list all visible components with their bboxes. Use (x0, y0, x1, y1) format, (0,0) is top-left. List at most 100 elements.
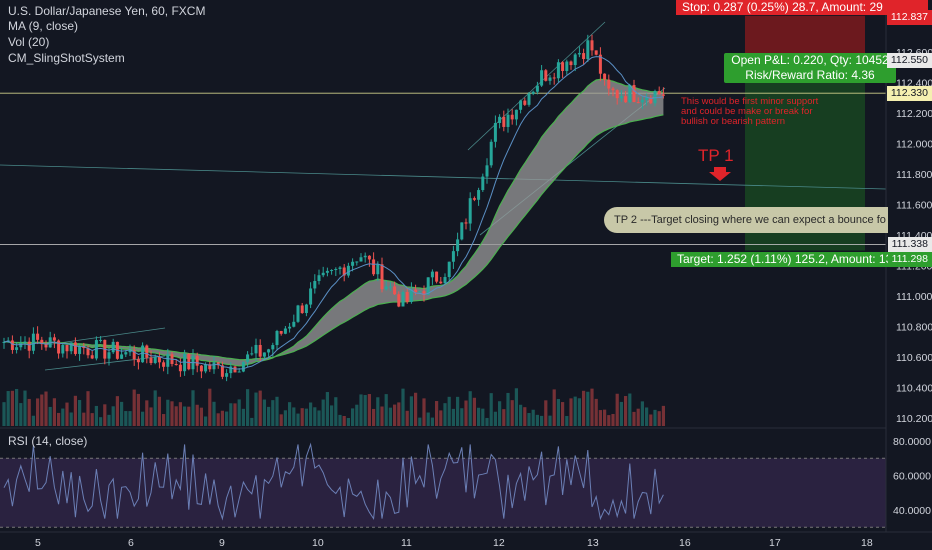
volume-bar (145, 400, 149, 426)
candle-body (388, 286, 392, 288)
volume-bar (170, 401, 174, 426)
volume-bar (292, 407, 296, 426)
volume-bar (111, 406, 115, 426)
candle-body (615, 90, 619, 99)
volume-bar (531, 409, 535, 426)
candle-body (640, 99, 644, 103)
candle-body (376, 264, 380, 275)
candle-body (153, 357, 157, 364)
candle-body (393, 286, 397, 295)
volume-bar (73, 395, 77, 426)
ma-line (3, 56, 664, 370)
candle-body (187, 353, 191, 370)
candle-body (502, 116, 506, 127)
volume-bar (510, 400, 514, 426)
slingshot-legend: CM_SlingShotSystem (8, 51, 125, 65)
candle-body (246, 354, 250, 362)
candle-body (107, 352, 111, 359)
candle-body (52, 337, 56, 341)
volume-bar (220, 410, 224, 426)
candle-body (439, 281, 443, 284)
candle-body (372, 259, 376, 275)
volume-bar (544, 400, 548, 426)
candle-body (250, 353, 254, 355)
candle-body (208, 364, 212, 370)
volume-bar (275, 396, 279, 426)
volume-bar (502, 409, 506, 426)
volume-bar (640, 401, 644, 426)
volume-bar (267, 406, 271, 426)
volume-bar (309, 402, 313, 426)
volume-bar (565, 416, 569, 426)
time-tick-label: 17 (769, 537, 781, 549)
rsi-tick-label: 80.0000 (893, 436, 931, 448)
pnl-line-2: Risk/Reward Ratio: 4.36 (745, 68, 875, 82)
volume-bar (435, 401, 439, 426)
volume-bar (636, 408, 640, 426)
candle-body (2, 341, 6, 343)
candle-body (65, 345, 69, 352)
volume-bar (195, 404, 199, 426)
candle-body (292, 321, 296, 327)
time-tick-label: 9 (219, 537, 225, 549)
volume-bar (229, 403, 233, 426)
volume-bar (556, 399, 560, 426)
volume-bar (653, 409, 657, 426)
volume-bar (57, 412, 61, 426)
volume-bar (590, 388, 594, 426)
volume-bar (628, 393, 632, 426)
volume-bar (246, 389, 250, 426)
candle-body (69, 342, 73, 352)
candle-body (653, 91, 657, 104)
candle-body (527, 93, 531, 105)
volume-bar (514, 388, 518, 426)
volume-bar (61, 408, 65, 426)
candle-body (561, 62, 565, 71)
price-tick-label: 111.600 (896, 200, 932, 212)
volume-bar (271, 400, 275, 426)
volume-bar (359, 394, 363, 426)
volume-bar (422, 398, 426, 426)
candle-body (443, 277, 447, 284)
volume-bar (6, 391, 10, 426)
volume-bar (519, 404, 523, 426)
volume-bar (577, 398, 581, 426)
volume-bar (632, 411, 636, 426)
stop-price-tag: 112.837 (886, 10, 932, 25)
candle-body (162, 362, 166, 367)
tp2-callout[interactable]: TP 2 ---Target closing where we can expe… (604, 207, 888, 233)
volume-bar (523, 407, 527, 426)
volume-bar (540, 415, 544, 426)
candle-body (380, 264, 384, 290)
volume-bar (657, 411, 661, 426)
candle-body (275, 330, 279, 346)
time-tick-label: 5 (35, 537, 41, 549)
candle-body (414, 289, 418, 293)
volume-bar (527, 413, 531, 426)
candle-body (632, 85, 636, 103)
volume-bar (52, 398, 56, 426)
volume-bar (296, 413, 300, 426)
volume-bar (489, 393, 493, 426)
candle-body (132, 350, 136, 360)
candle-body (338, 267, 342, 269)
candle-body (569, 61, 573, 66)
volume-bar (166, 399, 170, 426)
volume-bar (401, 388, 405, 426)
volume-bar (464, 400, 468, 426)
volume-bar (212, 401, 216, 426)
candle-body (598, 54, 602, 74)
volume-bar (645, 407, 649, 426)
price-tick-label: 110.800 (896, 322, 932, 334)
volume-bar (477, 407, 481, 426)
volume-bar (456, 396, 460, 426)
slingshot-band (4, 79, 664, 366)
volume-bar (443, 403, 447, 426)
candle-body (464, 222, 468, 224)
candle-body (166, 354, 170, 367)
volume-bar (363, 395, 367, 426)
volume-bar (330, 405, 334, 426)
volume-bar (439, 410, 443, 426)
